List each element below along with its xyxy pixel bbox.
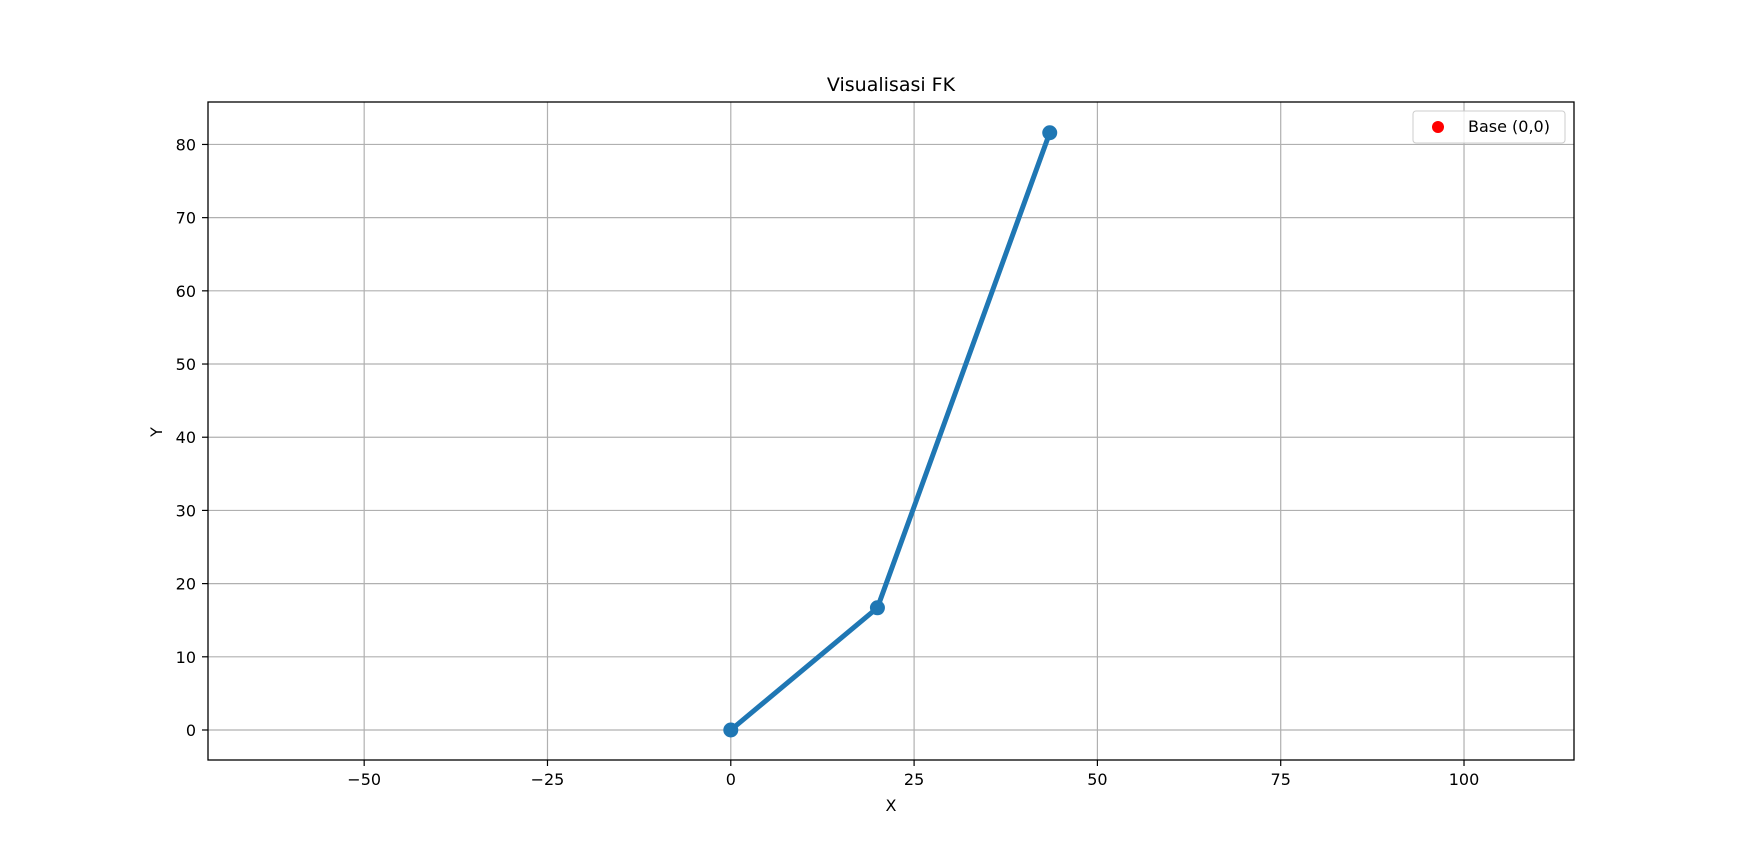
x-tick-label: −50 <box>347 770 381 789</box>
y-tick-label: 50 <box>176 355 196 374</box>
y-ticks: 0 10 20 30 40 50 60 70 80 <box>176 135 208 740</box>
y-tick-label: 80 <box>176 135 196 154</box>
x-tick-label: 50 <box>1087 770 1107 789</box>
y-tick-label: 60 <box>176 282 196 301</box>
y-tick-label: 40 <box>176 428 196 447</box>
legend: Base (0,0) <box>1412 110 1566 144</box>
legend-box <box>1412 110 1566 144</box>
y-tick-label: 70 <box>176 209 196 228</box>
y-tick-label: 0 <box>186 721 196 740</box>
x-tick-label: 25 <box>904 770 924 789</box>
joint-marker <box>723 722 739 738</box>
joint-marker <box>1042 125 1058 141</box>
y-tick-label: 30 <box>176 501 196 520</box>
grid-lines <box>208 102 1574 760</box>
x-tick-label: −25 <box>531 770 565 789</box>
y-axis-label: Y <box>147 427 166 438</box>
y-tick-label: 20 <box>176 575 196 594</box>
data-markers <box>723 125 1058 738</box>
legend-marker <box>1432 121 1444 133</box>
x-tick-label: 0 <box>726 770 736 789</box>
y-tick-label: 10 <box>176 648 196 667</box>
x-ticks: −50 −25 0 25 50 75 100 <box>347 760 1479 789</box>
axes-frame <box>207 101 1575 761</box>
x-tick-label: 100 <box>1449 770 1480 789</box>
x-axis-label: X <box>886 796 897 815</box>
chart-title: Visualisasi FK <box>827 74 956 96</box>
joint-marker <box>869 600 885 616</box>
legend-label: Base (0,0) <box>1468 117 1550 136</box>
x-tick-label: 75 <box>1271 770 1291 789</box>
